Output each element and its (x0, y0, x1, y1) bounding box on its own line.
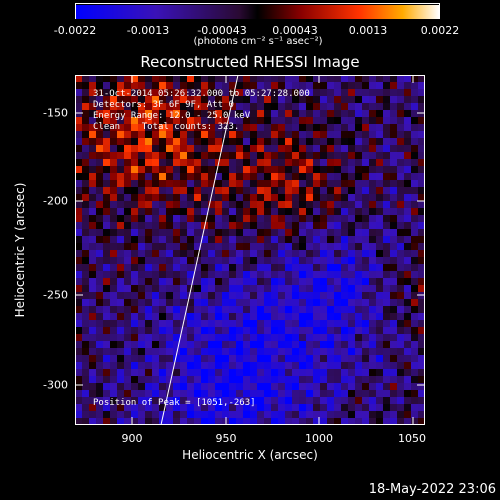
y-tick-label: -200 (43, 194, 68, 208)
colorbar-tick-label: -0.0013 (126, 24, 170, 37)
info-peak-position: Position of Peak = [1051,-263] (93, 398, 256, 408)
info-time-range: 31-Oct-2014 05:26:32.000 to 05:27:28.000 (93, 89, 310, 99)
y-tick-label: -250 (43, 288, 68, 302)
x-tick-label: 900 (121, 432, 143, 445)
colorbar-gradient (76, 5, 439, 19)
colorbar-tick-label: 0.0013 (348, 24, 388, 37)
colorbar (75, 3, 440, 19)
limb-line (160, 75, 239, 425)
info-clean-counts: Clean Total counts: 323. (93, 122, 240, 132)
y-tick-label: -150 (43, 106, 68, 120)
x-tick-label: 1050 (398, 432, 426, 445)
axis-ticks (75, 75, 425, 425)
x-tick-label: 1000 (305, 432, 333, 445)
plot-timestamp: 18-May-2022 23:06 (368, 482, 496, 497)
x-axis-label: Heliocentric X (arcsec) (182, 448, 318, 462)
info-energy-range: Energy Range: 12.0 - 25.0 keV (93, 111, 251, 121)
info-detectors: Detectors: 3F 6F 9F, Att 0 (93, 100, 234, 110)
image-title: Reconstructed RHESSI Image (140, 53, 360, 71)
plot-frame (75, 75, 425, 425)
rhessi-image (75, 75, 425, 425)
colorbar-tick-label: -0.00043 (197, 24, 247, 37)
colorbar-tick-label: 0.0022 (420, 24, 460, 37)
colorbar-tick-label: -0.0022 (53, 24, 97, 37)
y-tick-label: -300 (43, 378, 68, 392)
x-tick-label: 950 (215, 432, 237, 445)
intensity-map (75, 75, 425, 425)
colorbar-tick-label: 0.00043 (272, 24, 318, 37)
y-axis-label: Heliocentric Y (arcsec) (13, 182, 27, 318)
colorbar-units: (photons cm⁻² s⁻¹ asec⁻²) (193, 36, 323, 47)
